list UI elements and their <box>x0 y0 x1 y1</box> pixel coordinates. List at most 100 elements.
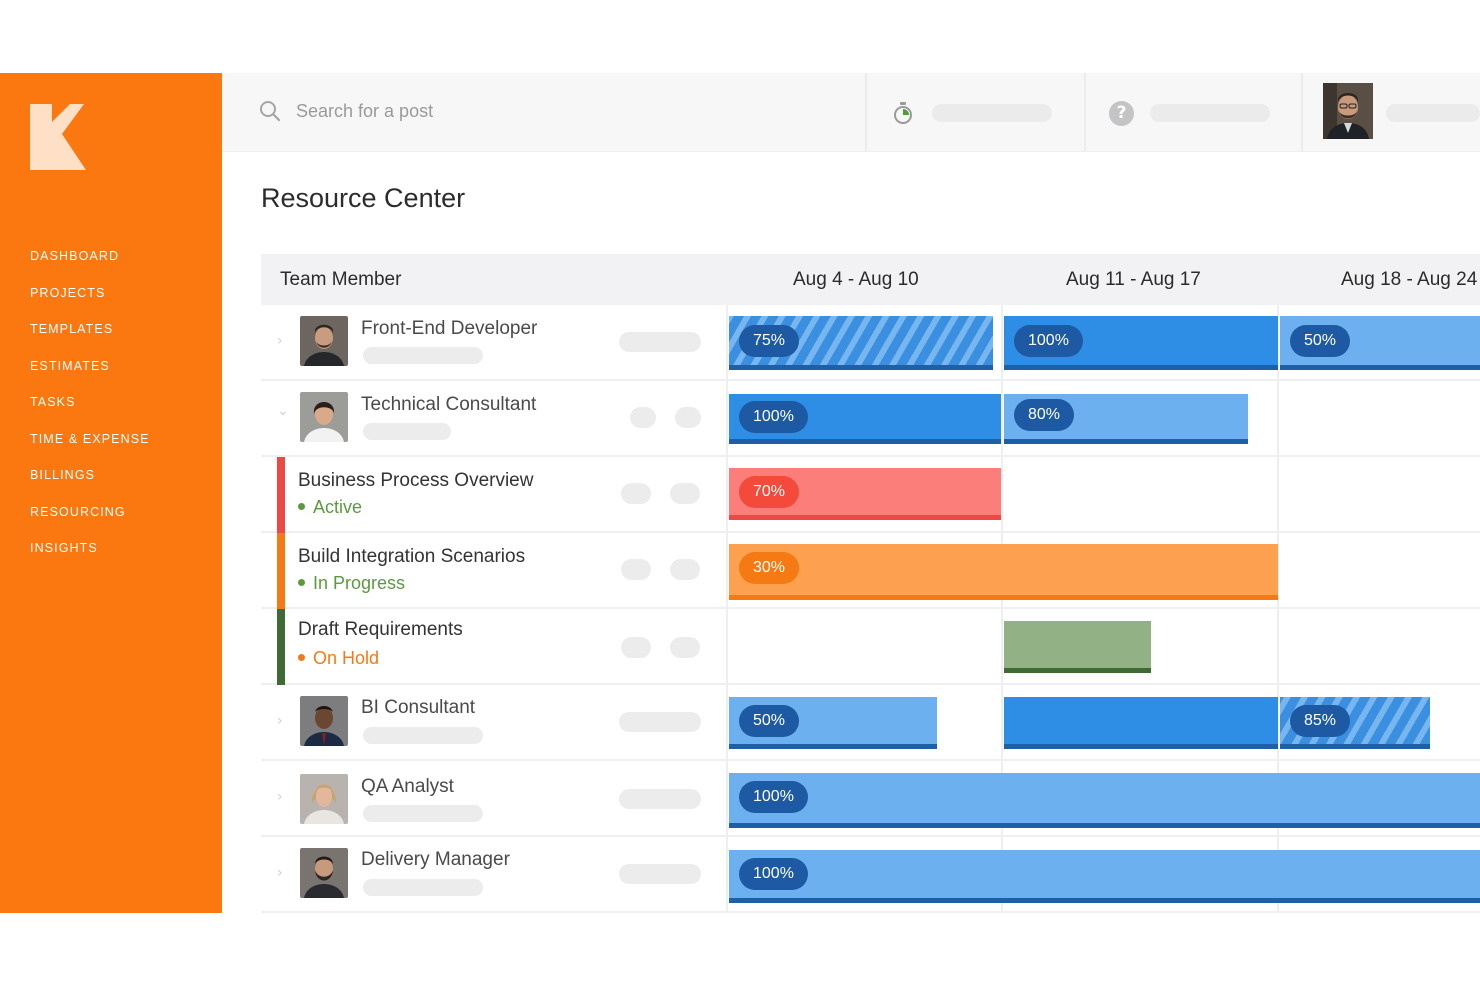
help-placeholder <box>1150 104 1270 122</box>
sidebar-item-billings[interactable]: BILLINGS <box>30 468 96 482</box>
sidebar-item-insights[interactable]: INSIGHTS <box>30 541 98 555</box>
task-color-marker <box>277 457 285 533</box>
column-divider <box>726 305 728 913</box>
timer-placeholder <box>932 104 1052 122</box>
column-week-2[interactable]: Aug 11 - Aug 17 <box>1066 269 1201 290</box>
column-week-1[interactable]: Aug 4 - Aug 10 <box>793 269 919 290</box>
placeholder-oval <box>621 637 651 658</box>
allocation-bar[interactable]: 50% <box>1280 316 1480 370</box>
table-row[interactable]: › Front-End Developer <box>261 305 1480 381</box>
placeholder-oval <box>621 559 651 580</box>
chevron-right-icon[interactable]: › <box>277 789 283 805</box>
allocation-badge: 100% <box>739 781 808 813</box>
placeholder-pill <box>619 712 701 732</box>
divider <box>1301 73 1303 152</box>
status-label: On Hold <box>298 648 379 669</box>
avatar <box>300 392 348 442</box>
member-name: Front-End Developer <box>361 318 538 339</box>
page-title: Resource Center <box>261 183 466 213</box>
chevron-down-icon[interactable]: ⌄ <box>277 403 289 419</box>
avatar <box>300 774 348 824</box>
topbar: ? <box>222 73 1480 152</box>
allocation-badge: 70% <box>739 476 800 508</box>
text-placeholder <box>363 727 483 744</box>
user-name-placeholder <box>1386 104 1480 122</box>
stopwatch-icon[interactable] <box>892 101 914 125</box>
allocation-bar[interactable]: 100% <box>729 850 1480 903</box>
placeholder-oval <box>670 637 700 658</box>
status-dot <box>298 653 305 661</box>
placeholder-pill <box>619 789 701 809</box>
allocation-bar[interactable]: 100% <box>1004 316 1278 370</box>
allocation-bar[interactable]: 100% <box>729 773 1480 828</box>
status-text: Active <box>313 497 363 517</box>
allocation-badge: 85% <box>1290 705 1351 737</box>
avatar <box>300 696 348 746</box>
search-input[interactable] <box>296 97 596 125</box>
search-icon <box>260 101 281 122</box>
table-row[interactable]: › QA Analyst <box>261 761 1480 837</box>
table-row[interactable]: ⌄ Technical Consultant <box>261 381 1480 457</box>
placeholder-oval <box>670 483 700 504</box>
text-placeholder <box>363 423 451 440</box>
allocation-bar[interactable]: 50% <box>729 697 937 749</box>
allocation-badge: 100% <box>739 401 808 433</box>
avatar <box>300 316 348 366</box>
column-divider <box>1001 305 1003 913</box>
member-name: Technical Consultant <box>361 394 537 415</box>
chevron-right-icon[interactable]: › <box>277 333 283 349</box>
column-divider <box>1277 305 1279 913</box>
column-week-3[interactable]: Aug 18 - Aug 24 <box>1341 269 1478 290</box>
member-name: Delivery Manager <box>361 849 510 870</box>
sidebar-item-templates[interactable]: TEMPLATES <box>30 322 114 336</box>
status-dot <box>298 502 305 510</box>
placeholder-pill <box>619 864 701 884</box>
allocation-badge: 50% <box>1290 325 1351 357</box>
sidebar: DASHBOARD PROJECTS TEMPLATES ESTIMATES T… <box>0 73 222 913</box>
task-name: Draft Requirements <box>298 619 463 640</box>
placeholder-oval <box>621 483 651 504</box>
allocation-bar[interactable] <box>1004 621 1151 673</box>
user-avatar[interactable] <box>1323 83 1373 139</box>
allocation-badge: 50% <box>739 705 800 737</box>
task-name: Business Process Overview <box>298 470 534 491</box>
placeholder-oval <box>630 407 656 428</box>
text-placeholder <box>363 805 483 822</box>
table-row[interactable]: › BI Consultant <box>261 685 1480 761</box>
k-logo-icon[interactable] <box>30 104 86 170</box>
sidebar-item-resourcing[interactable]: RESOURCING <box>30 504 126 519</box>
status-text: In Progress <box>313 573 406 593</box>
status-label: In Progress <box>298 573 405 594</box>
question-icon[interactable]: ? <box>1109 101 1134 126</box>
table-row[interactable]: Build Integration Scenarios In Progress <box>261 533 1480 609</box>
table-row[interactable]: › Delivery Manager <box>261 837 1480 913</box>
task-color-marker <box>277 609 285 685</box>
member-name: QA Analyst <box>361 776 454 797</box>
avatar <box>300 848 348 898</box>
allocation-bar[interactable]: 80% <box>1004 394 1248 444</box>
table-header: Team Member Aug 4 - Aug 10 Aug 11 - Aug … <box>261 254 1480 305</box>
placeholder-pill <box>619 332 701 352</box>
sidebar-item-tasks[interactable]: TASKS <box>30 395 76 409</box>
allocation-bar[interactable]: 75% <box>729 316 993 370</box>
allocation-bar[interactable]: 100% <box>729 394 1001 444</box>
sidebar-item-estimates[interactable]: ESTIMATES <box>30 358 110 373</box>
allocation-bar[interactable]: 70% <box>729 468 1001 520</box>
chevron-right-icon[interactable]: › <box>277 865 283 881</box>
chevron-right-icon[interactable]: › <box>277 713 283 729</box>
allocation-badge: 75% <box>739 325 800 357</box>
app-window: DASHBOARD PROJECTS TEMPLATES ESTIMATES T… <box>0 73 1480 913</box>
table-row[interactable]: Business Process Overview Active <box>261 457 1480 533</box>
allocation-bar[interactable] <box>1004 697 1278 749</box>
divider <box>1084 73 1086 152</box>
table-row[interactable]: Draft Requirements On Hold <box>261 609 1480 685</box>
allocation-bar[interactable]: 30% <box>729 544 1278 600</box>
sidebar-item-time-expense[interactable]: TIME & EXPENSE <box>30 431 150 446</box>
column-team-member[interactable]: Team Member <box>280 269 402 290</box>
sidebar-item-projects[interactable]: PROJECTS <box>30 285 106 300</box>
sidebar-item-dashboard[interactable]: DASHBOARD <box>30 249 120 263</box>
status-label: Active <box>298 497 362 518</box>
allocation-bar[interactable]: 85% <box>1280 697 1430 749</box>
placeholder-oval <box>675 407 701 428</box>
status-dot <box>298 578 305 586</box>
